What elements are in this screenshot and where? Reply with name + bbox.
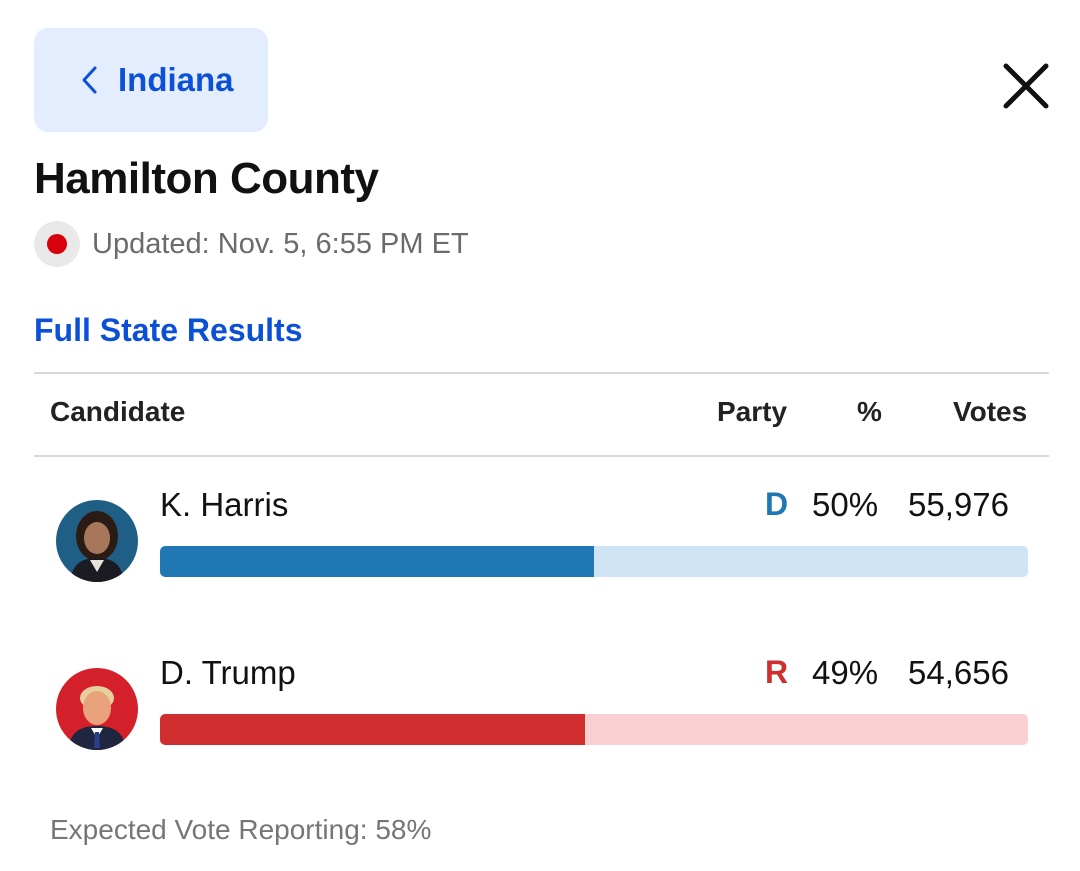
vote-share-bar [160,546,1028,577]
party-label: R [765,654,789,690]
vote-count: 54,656 [908,654,1009,691]
column-header-party: Party [717,396,788,427]
table-row-trump: D. Trump R 49% 54,656 [0,654,1080,778]
expected-vote-reporting: Expected Vote Reporting: 58% [50,814,432,845]
updated-timestamp: Updated: Nov. 5, 6:55 PM ET [92,227,469,260]
chevron-left-icon [78,65,102,95]
candidate-name: K. Harris [160,486,289,523]
column-header-votes: Votes [953,396,1028,427]
live-indicator-icon [34,221,80,267]
update-status: Updated: Nov. 5, 6:55 PM ET [34,220,469,268]
close-icon [1000,60,1052,112]
vote-share-bar-fill [160,714,586,745]
vote-percent: 50% [812,486,879,523]
candidate-avatar-harris [56,500,138,582]
full-state-results-link[interactable]: Full State Results [34,312,303,348]
close-button[interactable] [1000,60,1052,112]
vote-count: 55,976 [908,486,1009,523]
column-header-percent: % [857,396,882,427]
column-header-candidate: Candidate [50,396,186,427]
divider [34,372,1049,374]
table-row-harris: K. Harris D 50% 55,976 [0,486,1080,610]
party-label: D [765,486,789,522]
back-to-state-button[interactable]: Indiana [34,28,268,132]
vote-percent: 49% [812,654,879,691]
page-title: Hamilton County [34,154,379,203]
back-button-label: Indiana [118,61,234,98]
vote-share-bar-fill [160,546,594,577]
vote-share-bar [160,714,1028,745]
candidate-name: D. Trump [160,654,296,691]
divider [34,455,1049,457]
candidate-avatar-trump [56,668,138,750]
